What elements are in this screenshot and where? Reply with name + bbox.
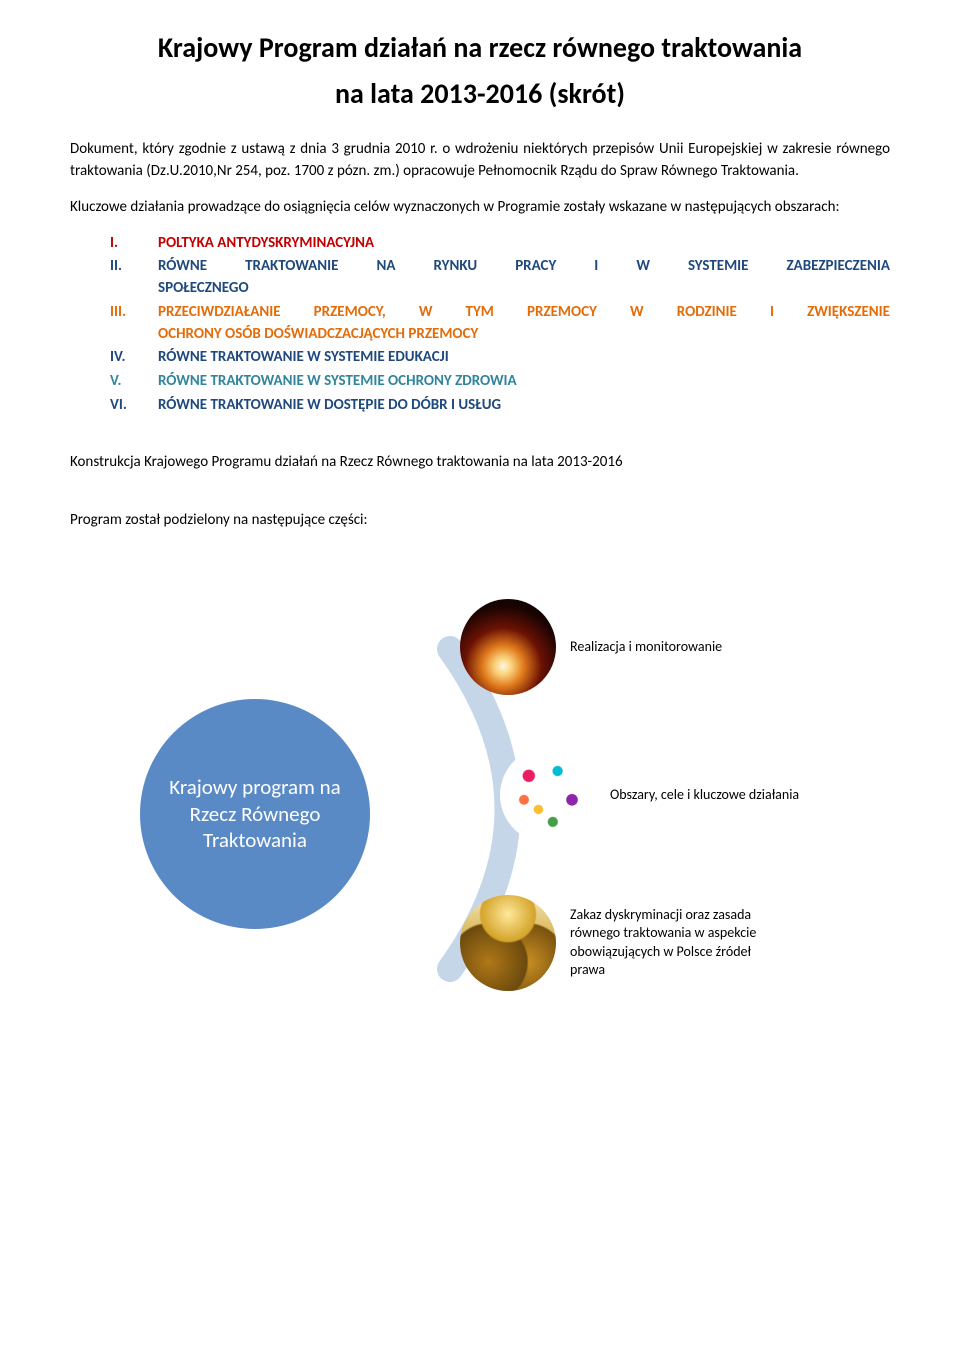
list-label-line: PRZECIWDZIAŁANIE PRZEMOCY, W TYM PRZEMOC… [158,303,890,321]
list-roman: I. [110,233,158,255]
list-roman: VI. [110,395,158,417]
node-label: Realizacja i monitorowanie [570,638,722,656]
diagram-node: Obszary, cele i kluczowe działania [500,747,799,843]
list-label-line: OCHRONY OSÓB DOŚWIADCZACJĄCYCH PRZEMOCY [158,324,890,346]
diagram-node: Realizacja i monitorowanie [460,599,722,695]
page-title-line2: na lata 2013-2016 (skrót) [70,76,890,111]
list-label: POLTYKA ANTYDYSKRYMINACYJNA [158,233,890,255]
diagram-node: Zakaz dyskryminacji oraz zasada równego … [460,895,770,991]
construction-heading: Konstrukcja Krajowego Programu działań n… [70,453,890,471]
list-label: RÓWNE TRAKTOWANIE W DOSTĘPIE DO DÓBR I U… [158,395,890,417]
list-item: IV. RÓWNE TRAKTOWANIE W SYSTEMIE EDUKACJ… [110,347,890,369]
list-roman: IV. [110,347,158,369]
program-structure-diagram: Krajowy program na Rzecz Równego Traktow… [70,549,890,1029]
node-image-icon [460,599,556,695]
list-label-line: SPOŁECZNEGO [158,278,890,300]
list-label: PRZECIWDZIAŁANIE PRZEMOCY, W TYM PRZEMOC… [158,302,890,346]
list-roman: II. [110,256,158,300]
node-image-icon [500,747,596,843]
program-parts-heading: Program został podzielony na następujące… [70,511,890,529]
list-item: V. RÓWNE TRAKTOWANIE W SYSTEMIE OCHRONY … [110,371,890,393]
node-image-icon [460,895,556,991]
list-label: RÓWNE TRAKTOWANIE NA RYNKU PRACY I W SYS… [158,256,890,300]
list-label: RÓWNE TRAKTOWANIE W SYSTEMIE EDUKACJI [158,347,890,369]
list-roman: V. [110,371,158,393]
list-item: I. POLTYKA ANTYDYSKRYMINACYJNA [110,233,890,255]
list-label-line: RÓWNE TRAKTOWANIE NA RYNKU PRACY I W SYS… [158,257,890,275]
node-label: Zakaz dyskryminacji oraz zasada równego … [570,906,770,979]
central-hub-circle: Krajowy program na Rzecz Równego Traktow… [140,699,370,929]
paragraph-intro-2: Kluczowe działania prowadzące do osiągni… [70,197,890,219]
list-roman: III. [110,302,158,346]
node-label: Obszary, cele i kluczowe działania [610,786,799,804]
list-item: II. RÓWNE TRAKTOWANIE NA RYNKU PRACY I W… [110,256,890,300]
paragraph-intro-1: Dokument, który zgodnie z ustawą z dnia … [70,139,890,183]
page-title-line1: Krajowy Program działań na rzecz równego… [70,30,890,66]
central-hub-label: Krajowy program na Rzecz Równego Traktow… [160,774,350,853]
areas-list: I. POLTYKA ANTYDYSKRYMINACYJNA II. RÓWNE… [110,233,890,417]
list-item: VI. RÓWNE TRAKTOWANIE W DOSTĘPIE DO DÓBR… [110,395,890,417]
list-label: RÓWNE TRAKTOWANIE W SYSTEMIE OCHRONY ZDR… [158,371,890,393]
list-item: III. PRZECIWDZIAŁANIE PRZEMOCY, W TYM PR… [110,302,890,346]
